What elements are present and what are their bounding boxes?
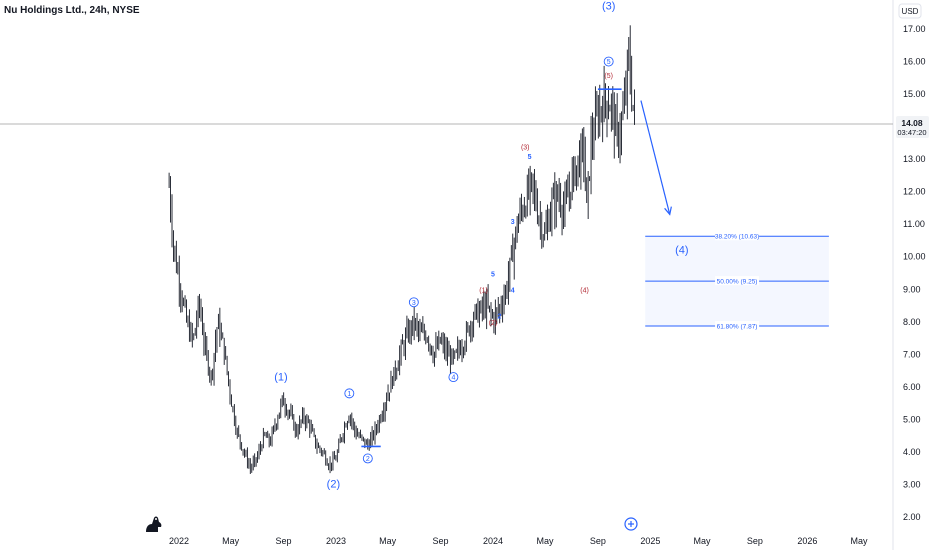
- ohlc-series: [168, 25, 636, 474]
- x-tick-label: 2026: [797, 536, 817, 546]
- wave-label-sub: 5: [491, 271, 495, 278]
- price-axis[interactable]: 17.0016.0015.0014.0013.0012.0011.0010.00…: [903, 24, 926, 522]
- projection-arrow-head: [664, 206, 672, 216]
- time-axis[interactable]: 2022 May Sep 2023 May Sep 2024 May Sep 2025 May Sep…: [169, 536, 868, 546]
- fib-label-bg: [715, 321, 760, 331]
- wave-label-minor: (1): [479, 288, 488, 295]
- y-tick-label: 16.00: [903, 57, 926, 67]
- wave-label-sub: 2: [497, 314, 501, 321]
- wave-label-circle: [603, 56, 614, 67]
- x-tick-label: Sep: [747, 536, 763, 546]
- x-tick-label: 2023: [326, 536, 346, 546]
- x-tick-label: Sep: [276, 536, 292, 546]
- x-tick-label: May: [379, 536, 397, 546]
- x-tick-label: May: [222, 536, 240, 546]
- price-tag-value: 14.08: [901, 118, 923, 128]
- y-tick-label: 4.00: [903, 447, 921, 457]
- y-tick-label: 12.00: [903, 187, 926, 197]
- x-tick-label: May: [537, 536, 555, 546]
- y-tick-label: 9.00: [903, 284, 921, 294]
- wave-label-circled: 1: [347, 391, 351, 398]
- x-tick-label: 2025: [640, 536, 660, 546]
- y-tick-label: 2.00: [903, 512, 921, 522]
- wave-label-circled: 4: [451, 375, 455, 382]
- x-tick-label: May: [850, 536, 868, 546]
- wave-label-circle: [408, 297, 419, 308]
- x-tick-label: Sep: [432, 536, 448, 546]
- fib-label-bg: [715, 231, 760, 241]
- y-tick-label: 10.00: [903, 252, 926, 262]
- wave-label-primary: (2): [327, 479, 340, 491]
- y-tick-label: 15.00: [903, 89, 926, 99]
- wave-label-minor: (2): [489, 320, 498, 327]
- y-tick-label: 3.00: [903, 479, 921, 489]
- add-marker-button[interactable]: [624, 517, 638, 531]
- x-tick-label: Sep: [590, 536, 606, 546]
- wave-label-circled: 2: [366, 456, 370, 463]
- fib-retracement[interactable]: 38.20% (10.63) 50.00% (9.25) 61.80% (7.87): [645, 231, 829, 331]
- chart-title: Nu Holdings Ltd., 24h, NYSE: [4, 5, 140, 16]
- fib-level-label: 50.00% (9.25): [717, 279, 758, 286]
- x-tick-label: May: [694, 536, 712, 546]
- y-tick-label: 5.00: [903, 414, 921, 424]
- wave-label-circled: 3: [412, 300, 416, 307]
- wave-label-sub: 5: [528, 154, 532, 161]
- wave-label-primary: (4): [675, 244, 688, 256]
- x-tick-label: 2024: [483, 536, 503, 546]
- y-tick-label: 13.00: [903, 154, 926, 164]
- fib-label-bg: [715, 276, 760, 286]
- fib-level-label: 61.80% (7.87): [717, 324, 758, 331]
- wave-label-sub: 3: [511, 219, 515, 226]
- wave-label-circle: [344, 388, 355, 399]
- y-tick-label: 7.00: [903, 349, 921, 359]
- y-tick-label: 17.00: [903, 24, 926, 34]
- tradingview-logo-icon[interactable]: [146, 516, 162, 533]
- wave-label-circled: 5: [607, 59, 611, 66]
- wave-label-primary: (3): [602, 0, 615, 12]
- y-tick-label: 11.00: [903, 219, 925, 229]
- fib-level-label: 38.20% (10.63): [715, 234, 759, 241]
- x-tick-label: 2022: [169, 536, 189, 546]
- wave-label-circle: [362, 453, 373, 464]
- price-tag: 14.08 03:47:20: [896, 116, 929, 138]
- wave-label-minor: (4): [580, 288, 589, 295]
- wave-label-circle: [448, 372, 459, 383]
- wave-label-sub: 4: [511, 288, 515, 295]
- currency-button[interactable]: USD: [898, 3, 922, 19]
- projection-arrow-line: [640, 100, 671, 215]
- elliott-wave-labels: (1) (2) (3) (4) 1 2 3 4 5 (1) (2) (3) (4) (5) 2 4 5 3 5: [274, 0, 688, 490]
- y-tick-label: 6.00: [903, 382, 921, 392]
- price-tag-countdown: 03:47:20: [897, 128, 926, 137]
- wave-label-minor: (5): [604, 73, 613, 80]
- y-tick-label: 8.00: [903, 317, 921, 327]
- wave-label-minor: (3): [521, 144, 530, 151]
- wave-label-primary: (1): [274, 371, 287, 383]
- currency-label: USD: [902, 7, 919, 16]
